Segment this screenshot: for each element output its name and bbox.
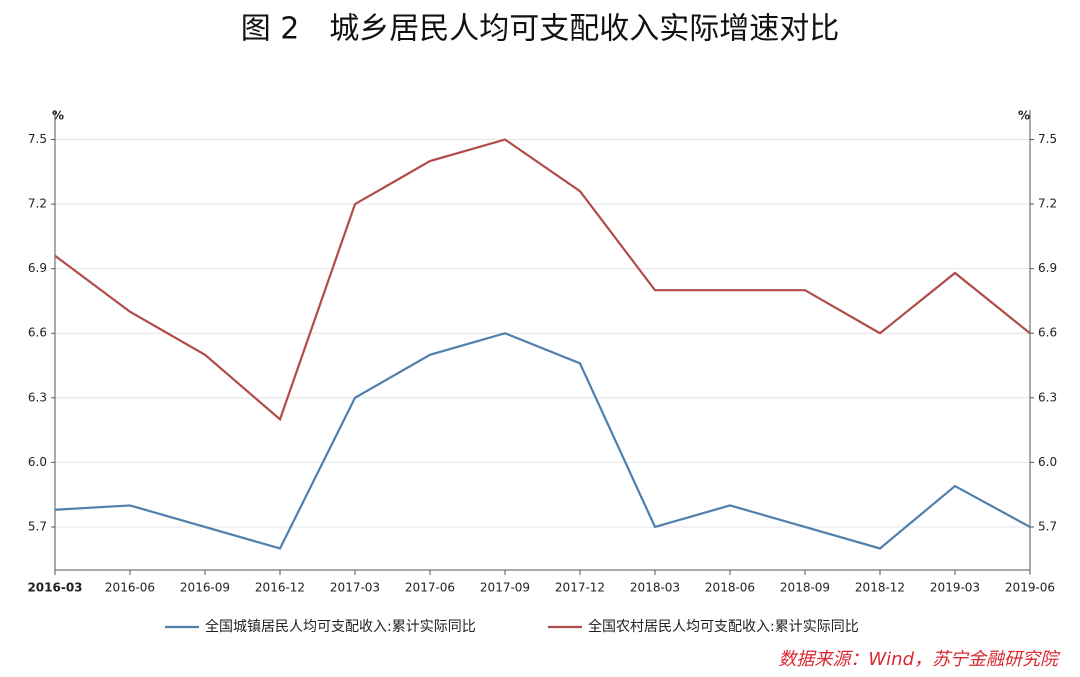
series-line bbox=[54, 332, 1031, 550]
legend-label: 全国城镇居民人均可支配收入:累计实际同比 bbox=[205, 618, 476, 635]
y2-tick-label: 6.0 bbox=[1038, 455, 1057, 469]
x-tick-label: 2018-03 bbox=[630, 581, 680, 595]
x-tick-label: 2016-09 bbox=[180, 581, 230, 595]
x-tick-label: 2016-06 bbox=[105, 581, 155, 595]
x-tick-label: 2017-03 bbox=[330, 581, 380, 595]
y-tick-label: 7.2 bbox=[28, 197, 47, 211]
legend-label: 全国农村居民人均可支配收入:累计实际同比 bbox=[588, 618, 859, 635]
y2-tick-label: 7.5 bbox=[1038, 132, 1057, 146]
x-tick-label: 2018-09 bbox=[780, 581, 830, 595]
y2-tick-label: 6.6 bbox=[1038, 326, 1057, 340]
x-tick-label: 2016-03 bbox=[27, 581, 82, 595]
y2-tick-label: 6.9 bbox=[1038, 261, 1057, 275]
y2-unit: % bbox=[1018, 109, 1030, 123]
x-tick-label: 2016-12 bbox=[255, 581, 305, 595]
y-tick-label: 6.6 bbox=[28, 326, 47, 340]
x-tick-label: 2017-06 bbox=[405, 581, 455, 595]
x-tick-label: 2019-03 bbox=[930, 581, 980, 595]
y-tick-label: 7.5 bbox=[28, 132, 47, 146]
y2-tick-label: 6.3 bbox=[1038, 390, 1057, 404]
x-tick-label: 2017-12 bbox=[555, 581, 605, 595]
y-tick-label: 6.3 bbox=[28, 390, 47, 404]
y-tick-label: 5.7 bbox=[28, 519, 47, 533]
y2-tick-label: 7.2 bbox=[1038, 197, 1057, 211]
x-tick-label: 2019-06 bbox=[1005, 581, 1055, 595]
x-tick-label: 2018-06 bbox=[705, 581, 755, 595]
y-tick-label: 6.0 bbox=[28, 455, 47, 469]
chart-title: 图 2 城乡居民人均可支配收入实际增速对比 bbox=[241, 12, 840, 47]
x-tick-label: 2018-12 bbox=[855, 581, 905, 595]
y2-tick-label: 5.7 bbox=[1038, 519, 1057, 533]
y-unit: % bbox=[52, 109, 64, 123]
y-tick-label: 6.9 bbox=[28, 261, 47, 275]
source: 数据来源：Wind，苏宁金融研究院 bbox=[778, 649, 1061, 670]
series-line bbox=[54, 138, 1031, 422]
x-tick-label: 2017-09 bbox=[480, 581, 530, 595]
